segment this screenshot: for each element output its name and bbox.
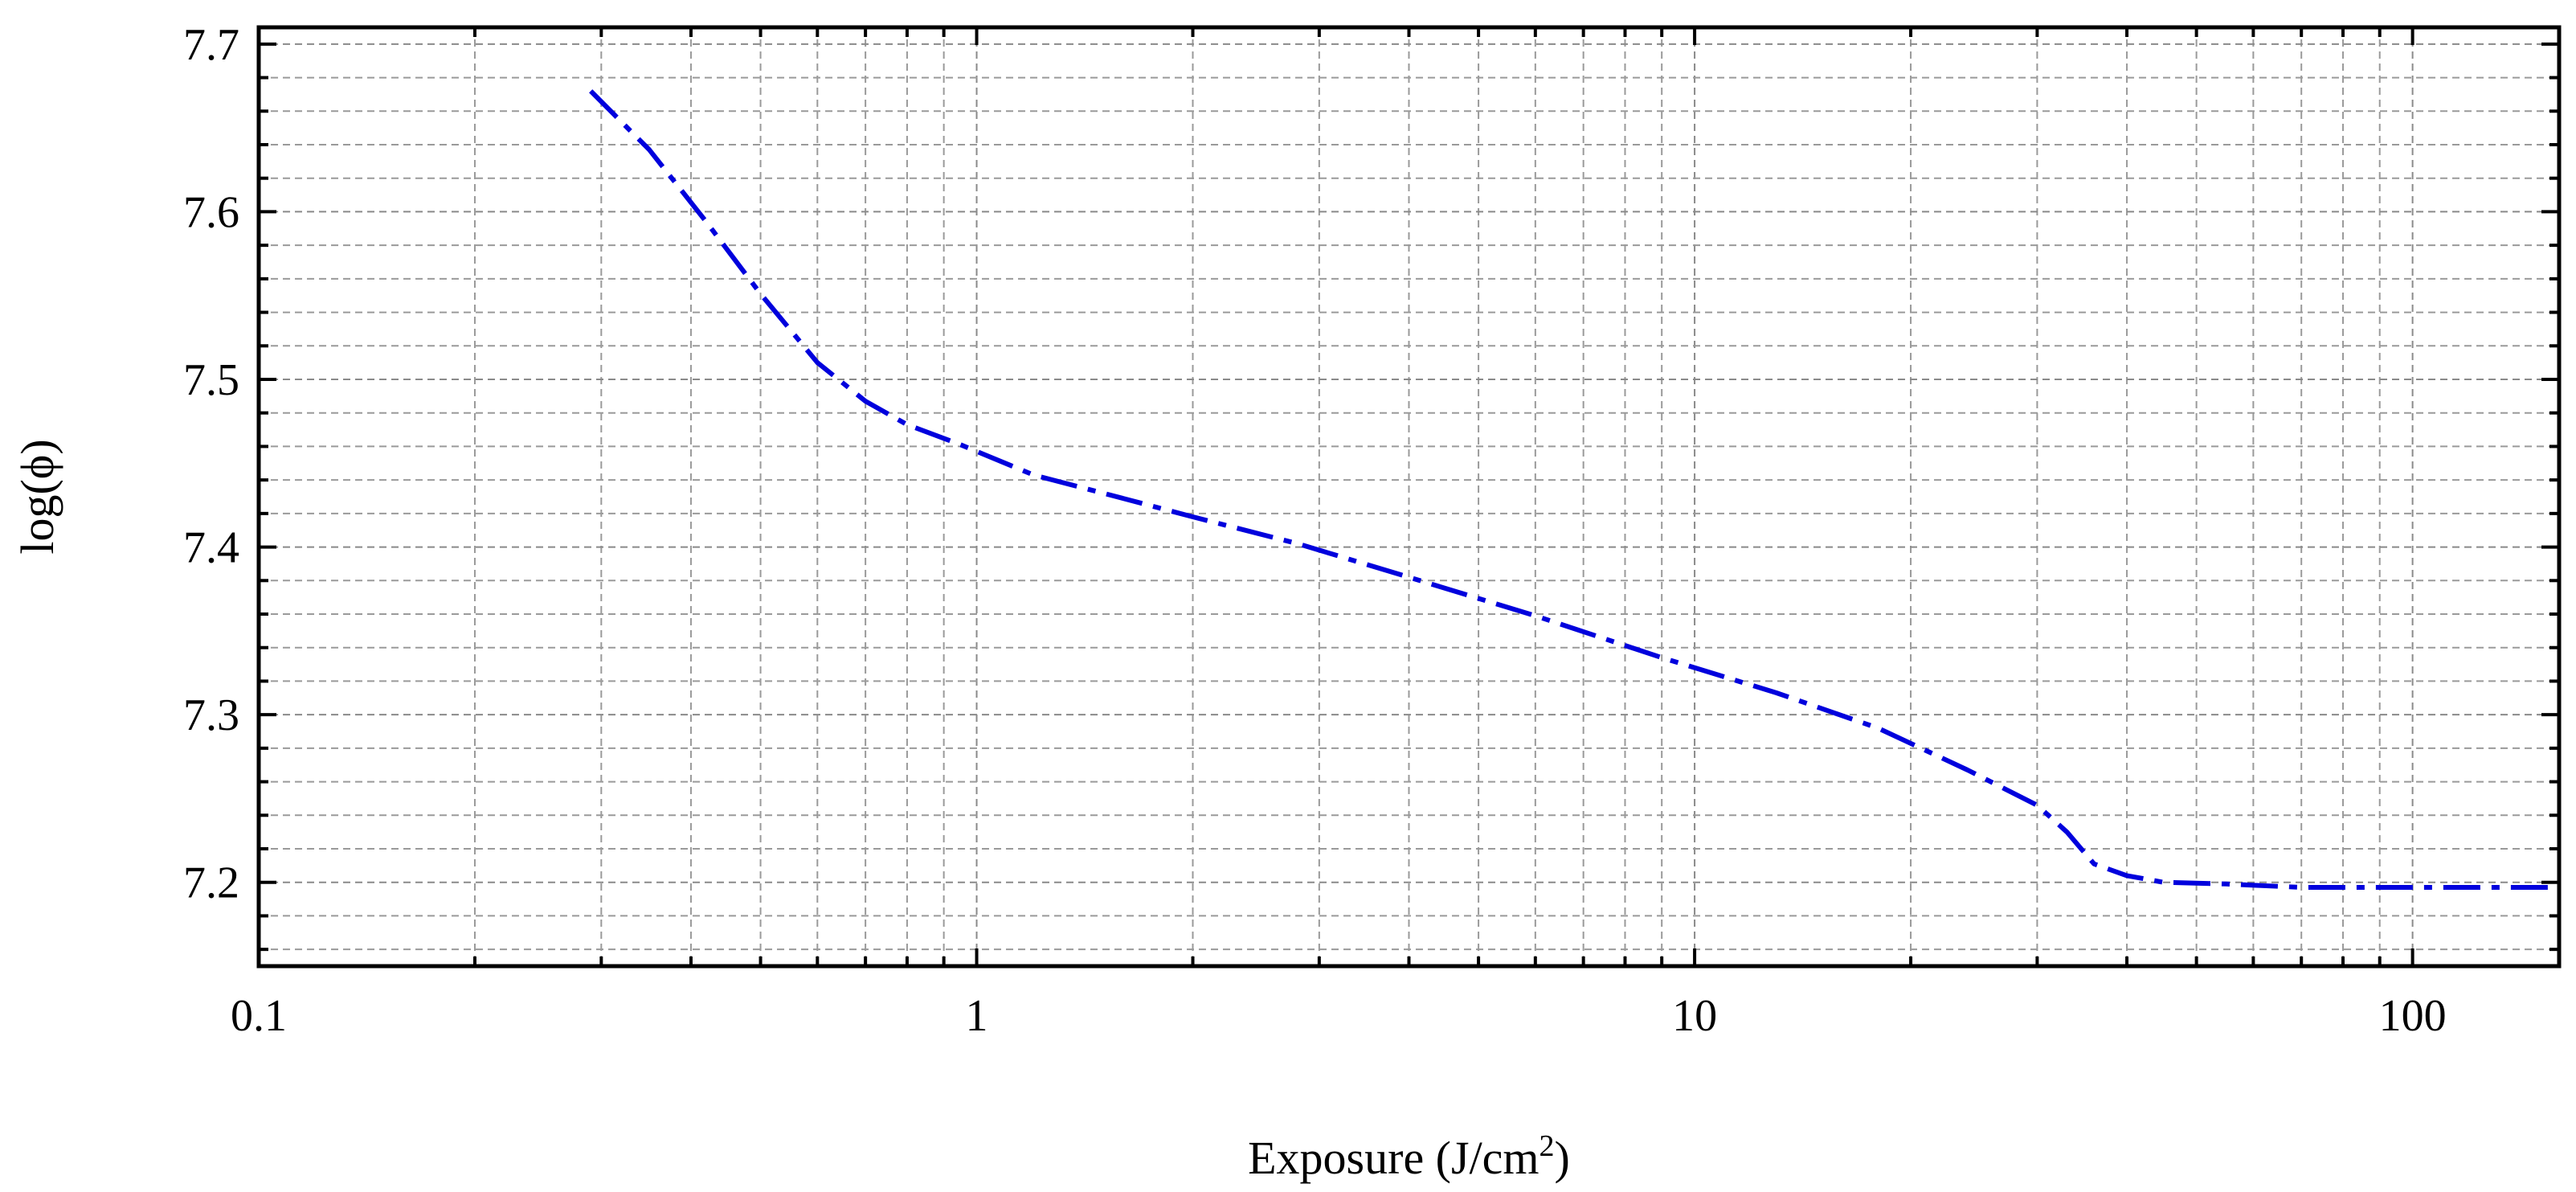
x-axis-title-main: Exposure (J/cm	[1248, 1132, 1539, 1184]
x-axis-title: Exposure (J/cm2)	[1248, 1129, 1570, 1184]
series-line	[589, 89, 2559, 890]
x-tick-label: 0.1	[231, 991, 287, 1041]
x-axis-title-superscript: 2	[1539, 1129, 1555, 1163]
y-tick-label: 7.6	[183, 187, 239, 237]
y-tick-label: 7.4	[183, 523, 239, 573]
plot-area	[589, 89, 2559, 890]
axis-ticks	[257, 27, 2559, 966]
x-tick-label: 1	[966, 991, 988, 1041]
y-tick-label: 7.2	[183, 858, 239, 908]
y-axis-title: log(ϕ)	[11, 439, 63, 554]
y-tick-label: 7.7	[183, 20, 239, 70]
y-tick-label: 7.5	[183, 355, 239, 405]
grid	[258, 27, 2559, 966]
y-tick-label: 7.3	[183, 690, 239, 740]
x-tick-label: 100	[2379, 991, 2447, 1041]
x-tick-label: 10	[1672, 991, 1717, 1041]
tick-labels: 0.1 1 10 100 7.2 7.3 7.4 7.5 7.6 7.7	[183, 20, 2447, 1041]
x-axis-title-close: )	[1555, 1132, 1570, 1184]
